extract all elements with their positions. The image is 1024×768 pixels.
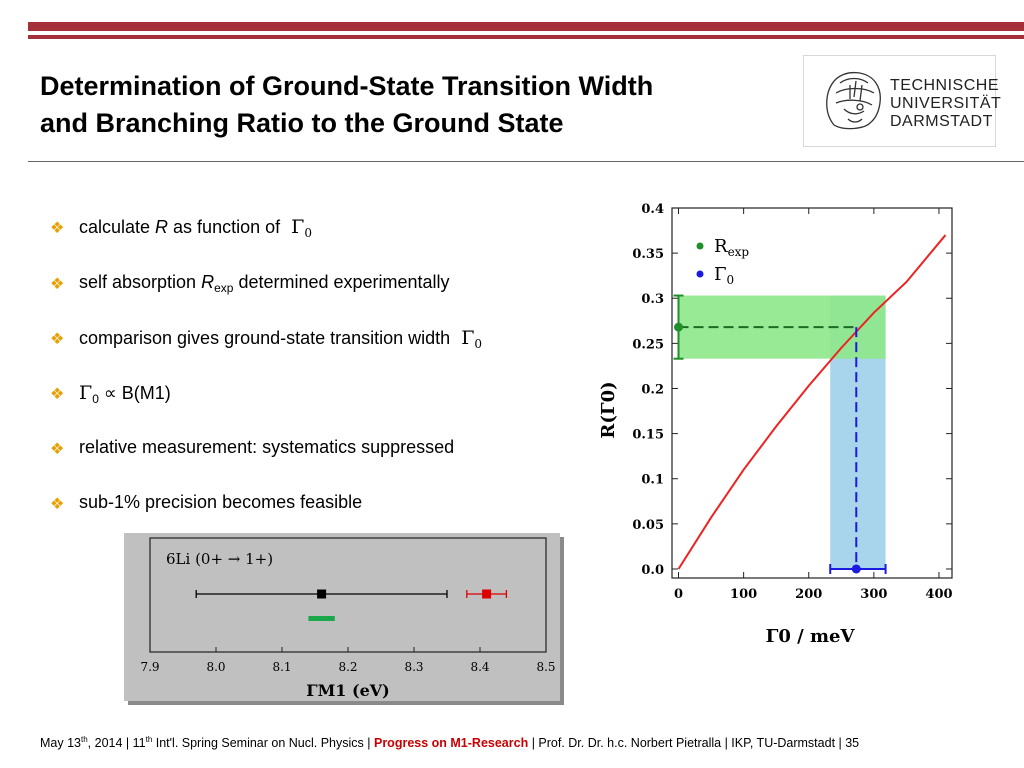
footer-sup: th	[81, 735, 88, 744]
bullet-subscript: 0	[474, 337, 483, 351]
inset-background	[124, 533, 560, 701]
inset-x-tick-label: 8.1	[272, 660, 291, 674]
gamma0-point	[851, 564, 861, 574]
slide-title-line1: Determination of Ground-State Transition…	[40, 71, 654, 101]
x-tick-label: 400	[925, 587, 952, 602]
bullet-text: sub-1% precision becomes feasible	[79, 492, 363, 512]
legend-r-exp-marker	[696, 242, 704, 250]
y-tick-label: 0.1	[641, 473, 664, 488]
li6-comparison-inset: 6Li (0+ → 1+) 7.9 8.0 8.1 8.2 8.3 8.4 8.5 ΓM1 …	[124, 533, 564, 705]
header-accent-bar	[28, 22, 1024, 31]
footer-highlight: Progress on M1-Research	[373, 736, 529, 751]
bullet-var: R	[201, 272, 215, 292]
bullet-var: R	[155, 217, 169, 237]
bullet-text: self absorption	[79, 272, 202, 292]
legend-gamma0-label: Γ0	[714, 264, 734, 287]
inset-theory-band	[308, 616, 335, 621]
x-tick-label: 300	[860, 587, 887, 602]
inset-data-point	[482, 589, 492, 599]
bullet-text: ∝ B(M1)	[98, 383, 171, 403]
slide-title: Determination of Ground-State Transition…	[40, 68, 780, 142]
gamma-symbol: Γ	[79, 382, 93, 404]
legend-gamma0-marker	[696, 270, 704, 278]
inset-x-tick-label: 8.0	[206, 660, 225, 674]
y-tick-label: 0.4	[641, 202, 664, 217]
plot-frame	[671, 207, 953, 579]
inset-x-tick-label: 8.2	[338, 660, 357, 674]
footer-date: May 13	[40, 736, 81, 751]
inset-annotation: 6Li (0+ → 1+)	[166, 550, 273, 568]
athena-head-icon	[826, 72, 881, 130]
header-accent-bar-thin	[28, 35, 1024, 39]
inset-data-point	[317, 589, 327, 599]
slide-title-line2: and Branching Ratio to the Ground State	[40, 108, 564, 138]
y-tick-label: 0.2	[641, 382, 664, 397]
inset-x-tick-label: 8.4	[470, 660, 489, 674]
footer-text: Int'l. Spring Seminar on Nucl. Physics |	[152, 736, 374, 751]
inset-x-axis-label: ΓM1 (eV)	[306, 681, 390, 700]
y-tick-label: 0.25	[632, 337, 664, 352]
logo-wordmark: TECHNISCHE UNIVERSITÄT DARMSTADT	[890, 77, 1001, 131]
gamma-symbol: Γ	[461, 327, 475, 349]
bullet-text: comparison gives ground-state transition…	[79, 328, 456, 348]
y-tick-label: 0.35	[632, 247, 664, 262]
diamond-bullet-icon: ❖	[50, 386, 65, 403]
r-exp-point	[674, 322, 684, 332]
x-axis-label: Γ0 / meV	[766, 626, 856, 647]
header-divider	[28, 161, 1024, 162]
y-tick-label: 0.3	[641, 292, 664, 307]
bullet-subscript: 0	[304, 226, 312, 240]
university-logo: TECHNISCHE UNIVERSITÄT DARMSTADT	[803, 55, 1001, 147]
bullet-subscript: exp	[214, 281, 234, 295]
x-tick-label: 200	[795, 587, 822, 602]
r-gamma-curve	[677, 234, 947, 570]
logo-line3: DARMSTADT	[890, 113, 993, 130]
footer-text: , 2014 | 11	[87, 736, 146, 751]
r-gamma-chart: 0.0 0.05 0.1 0.15 0.2 0.25 0.3 0.35 0.4 0 100 200 30…	[598, 202, 953, 647]
logo-line1: TECHNISCHE	[890, 77, 1000, 94]
diamond-bullet-icon: ❖	[50, 496, 65, 513]
y-axis-label: R(Γ0)	[598, 381, 619, 438]
bullet-subscript: 0	[92, 392, 99, 406]
inset-x-tick-label: 7.9	[140, 660, 159, 674]
bullet-text: relative measurement: systematics suppre…	[79, 437, 455, 457]
footer-text: | Prof. Dr. Dr. h.c. Norbert Pietralla |…	[528, 736, 860, 751]
inset-x-tick-label: 8.3	[404, 660, 423, 674]
diamond-bullet-icon: ❖	[50, 441, 65, 458]
bullet-text: calculate	[79, 217, 156, 237]
diamond-bullet-icon: ❖	[50, 331, 65, 348]
gamma-symbol: Γ	[291, 216, 305, 238]
y-tick-label: 0.0	[641, 563, 664, 578]
logo-line2: UNIVERSITÄT	[890, 95, 1002, 112]
diamond-bullet-icon: ❖	[50, 220, 65, 237]
bullet-text: as function of	[168, 217, 286, 237]
x-tick-label: 100	[730, 587, 757, 602]
y-tick-label: 0.05	[632, 518, 664, 533]
y-tick-label: 0.15	[632, 428, 664, 443]
inset-x-tick-label: 8.5	[536, 660, 555, 674]
x-tick-label: 0	[674, 587, 683, 602]
legend-r-exp-label: Rexp	[714, 236, 749, 259]
bullet-text: determined experimentally	[233, 272, 450, 292]
slide-footer: May 13th, 2014 | 11th Int'l. Spring Semi…	[40, 735, 859, 750]
diamond-bullet-icon: ❖	[50, 276, 65, 293]
footer-sup: th	[145, 735, 153, 744]
